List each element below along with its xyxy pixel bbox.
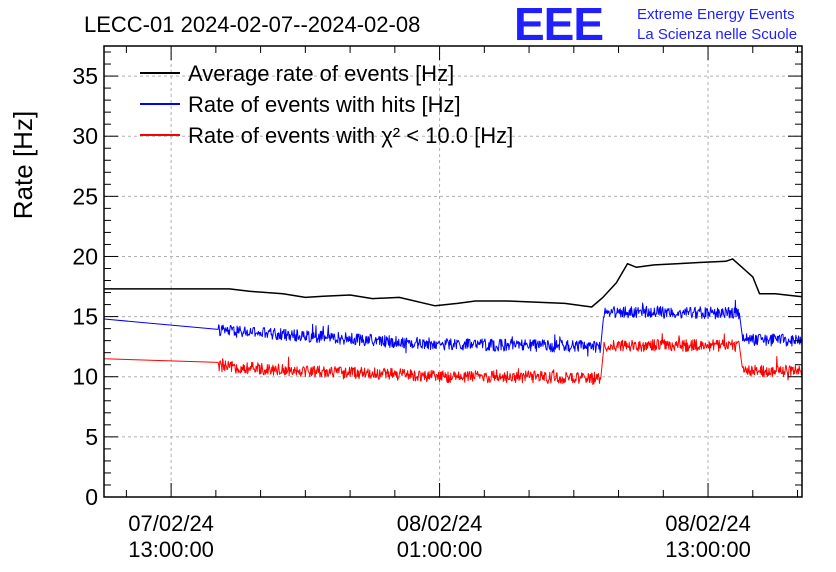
axes: 0510152025303507/02/2413:00:0008/02/2401… xyxy=(72,45,803,562)
legend-label: Rate of events with hits [Hz] xyxy=(188,92,461,117)
legend: Average rate of events [Hz] Rate of event… xyxy=(140,61,513,148)
y-tick-label: 15 xyxy=(72,304,98,330)
x-tick-time: 01:00:00 xyxy=(397,537,483,562)
x-tick-time: 13:00:00 xyxy=(128,537,214,562)
y-tick-label: 10 xyxy=(72,364,98,390)
y-tick-label: 0 xyxy=(85,484,98,510)
series-line-2 xyxy=(104,333,802,385)
x-tick-date: 07/02/24 xyxy=(128,511,214,536)
eee-logo-text: EEE xyxy=(514,0,603,50)
eee-logo-line2: La Scienza nelle Scuole xyxy=(637,26,797,43)
plot-frame xyxy=(103,45,803,498)
legend-label: Average rate of events [Hz] xyxy=(188,61,454,86)
eee-logo: EEE Extreme Energy Events La Scienza nel… xyxy=(514,0,797,50)
x-tick-date: 08/02/24 xyxy=(397,511,483,536)
y-tick-label: 30 xyxy=(72,123,98,149)
legend-label: Rate of events with χ² < 10.0 [Hz] xyxy=(188,123,513,148)
series-lines xyxy=(104,258,802,385)
y-tick-label: 25 xyxy=(72,183,98,209)
eee-logo-line1: Extreme Energy Events xyxy=(637,6,795,23)
y-tick-label: 20 xyxy=(72,243,98,269)
chart-title: LECC-01 2024-02-07--2024-02-08 xyxy=(84,12,420,37)
y-axis-label: Rate [Hz] xyxy=(8,111,38,219)
x-tick-date: 08/02/24 xyxy=(665,511,751,536)
series-line-1 xyxy=(104,299,802,357)
series-line-0 xyxy=(104,258,802,308)
x-tick-time: 13:00:00 xyxy=(665,537,751,562)
y-tick-label: 35 xyxy=(72,63,98,89)
y-tick-label: 5 xyxy=(85,424,98,450)
